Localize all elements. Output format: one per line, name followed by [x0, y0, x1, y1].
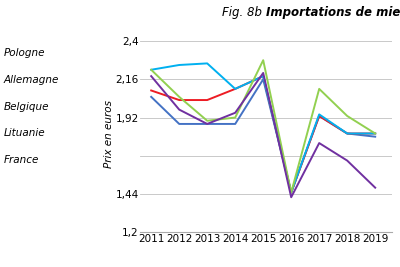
Text: Pologne: Pologne — [4, 48, 46, 58]
Text: Allemagne: Allemagne — [4, 75, 59, 85]
Text: Fig. 8b: Fig. 8b — [222, 6, 266, 18]
Y-axis label: Prix en euros: Prix en euros — [104, 100, 114, 167]
Text: France: France — [4, 155, 39, 165]
Text: Importations de miels uktainiens (prix par kg): Importations de miels uktainiens (prix p… — [266, 6, 400, 18]
Text: Belgique: Belgique — [4, 102, 50, 112]
Text: Lituanie: Lituanie — [4, 128, 46, 139]
